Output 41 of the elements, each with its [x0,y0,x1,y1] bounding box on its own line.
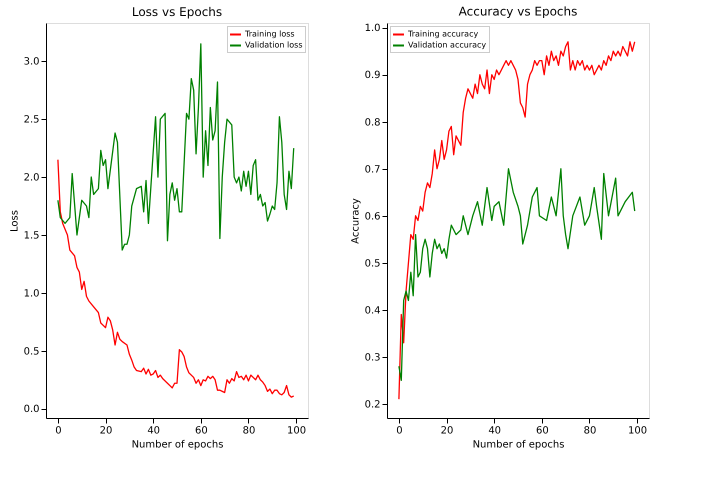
x-tick-label: 40 [147,426,160,436]
x-tick-label: 20 [440,426,454,436]
y-tick-label: 0.6 [364,211,380,222]
x-tick-label: 100 [287,426,306,436]
y-tick-label: 2.0 [24,172,40,184]
y-tick-label: 1.0 [364,23,380,34]
y-tick-label: 1.0 [24,288,40,300]
y-tick-label: 1.5 [24,230,40,242]
x-tick-label: 80 [584,426,596,436]
y-tick-label: 0.0 [24,404,40,416]
x-tick-label: 0 [55,426,62,436]
x-tick-label: 100 [628,426,648,436]
x-tick-label: 60 [536,426,549,436]
line-series [398,41,636,400]
line-series [398,168,636,382]
y-axis-title: Accuracy [350,198,362,244]
legend-label: Training loss [244,30,295,38]
y-tick-label: 2.5 [24,114,40,126]
y-tick-label: 0.9 [364,70,380,82]
chart-title: Accuracy vs Epochs [458,4,578,19]
x-tick-label: 20 [100,426,112,436]
line-series [57,159,294,398]
x-tick-label: 0 [396,426,403,436]
y-tick-label: 0.8 [364,117,380,128]
legend-label: Training accuracy [407,30,478,38]
y-tick-label: 0.5 [24,346,40,358]
y-tick-label: 3.0 [24,56,40,68]
y-tick-label: 0.2 [364,399,380,410]
x-axis-title: Number of epochs [132,440,224,450]
x-tick-label: 80 [242,426,256,436]
x-tick-label: 60 [194,426,208,436]
y-tick-label: 0.3 [364,352,380,364]
y-tick-label: 0.7 [364,164,380,176]
chart-title: Loss vs Epochs [132,5,222,19]
legend-label: Validation loss [245,40,302,50]
y-tick-label: 0.5 [364,258,380,270]
legend-label: Validation accuracy [408,40,486,50]
y-axis-title: Loss [10,210,21,232]
x-axis-title: Number of epochs [472,440,564,450]
x-tick-label: 40 [488,426,502,436]
y-tick-label: 0.4 [364,305,380,316]
